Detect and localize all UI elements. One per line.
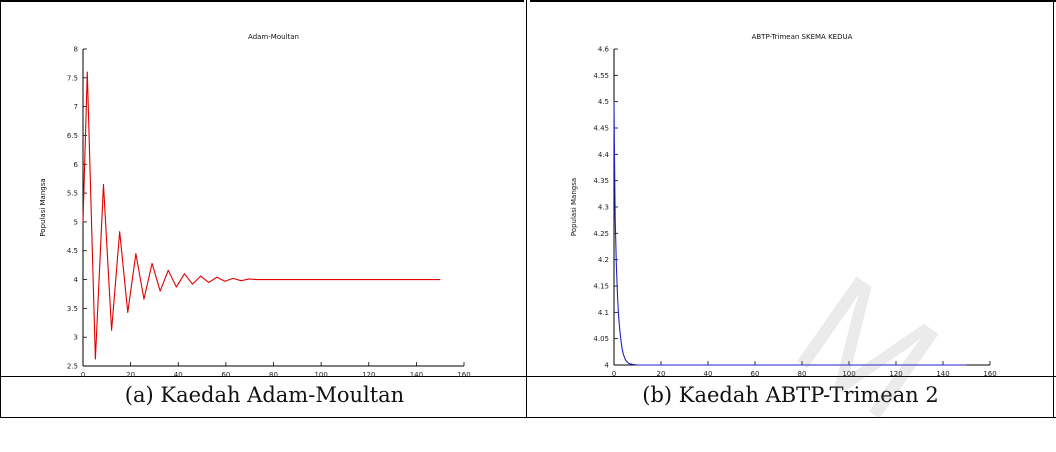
series-line bbox=[613, 101, 967, 366]
y-tick-label: 3 bbox=[74, 334, 78, 342]
y-tick-label: 4.55 bbox=[593, 72, 609, 80]
chart-abtp-trimean: ABTP-Trimean SKEMA KEDUAMasaPopulasi Man… bbox=[570, 33, 997, 378]
x-tick-label: 160 bbox=[457, 371, 470, 379]
frame-top-line-left bbox=[0, 0, 524, 2]
x-tick-label: 80 bbox=[798, 370, 807, 378]
y-tick-label: 4.15 bbox=[593, 283, 609, 291]
y-tick-label: 7.5 bbox=[67, 74, 78, 82]
x-tick-label: 60 bbox=[751, 370, 760, 378]
x-tick-label: 40 bbox=[174, 371, 183, 379]
y-tick-label: 4.35 bbox=[593, 177, 609, 185]
y-tick-label: 4 bbox=[74, 276, 79, 284]
figure-panel-b: ABTP-Trimean SKEMA KEDUAMasaPopulasi Man… bbox=[527, 0, 1054, 418]
x-tick-label: 120 bbox=[889, 370, 902, 378]
chart-title: Adam-Moultan bbox=[248, 33, 299, 41]
series-line bbox=[82, 71, 441, 360]
x-tick-label: 20 bbox=[657, 370, 666, 378]
y-tick-label: 4.05 bbox=[593, 335, 609, 343]
y-tick-label: 4.5 bbox=[67, 247, 78, 255]
x-tick-label: 140 bbox=[936, 370, 949, 378]
y-tick-label: 4.45 bbox=[593, 125, 609, 133]
y-tick-label: 7 bbox=[74, 103, 78, 111]
chart-title: ABTP-Trimean SKEMA KEDUA bbox=[752, 33, 853, 41]
x-tick-label: 0 bbox=[612, 370, 616, 378]
x-tick-label: 20 bbox=[126, 371, 135, 379]
y-tick-label: 8 bbox=[74, 46, 78, 54]
y-tick-label: 6 bbox=[74, 161, 79, 169]
y-tick-label: 3.5 bbox=[67, 305, 78, 313]
y-tick-label: 4 bbox=[605, 362, 610, 370]
y-axis-label: Populasi Mangsa bbox=[570, 178, 578, 236]
frame-top-line-right bbox=[530, 0, 1056, 2]
y-axis-label: Populasi Mangsa bbox=[39, 178, 47, 236]
y-tick-label: 4.1 bbox=[598, 309, 609, 317]
x-tick-label: 0 bbox=[81, 371, 85, 379]
y-tick-label: 5.5 bbox=[67, 190, 78, 198]
y-tick-label: 4.2 bbox=[598, 256, 609, 264]
caption-b: (b) Kaedah ABTP-Trimean 2 bbox=[642, 383, 939, 407]
y-tick-label: 5 bbox=[74, 218, 78, 226]
chart-adam-moultan: Adam-MoultanMasaPopulasi Mangsa020406080… bbox=[39, 33, 471, 379]
y-tick-label: 4.4 bbox=[598, 151, 610, 159]
x-tick-label: 120 bbox=[362, 371, 375, 379]
x-tick-label: 140 bbox=[410, 371, 423, 379]
x-tick-label: 80 bbox=[269, 371, 278, 379]
y-tick-label: 4.25 bbox=[593, 230, 609, 238]
y-tick-label: 4.6 bbox=[598, 46, 610, 54]
x-tick-label: 60 bbox=[221, 371, 230, 379]
x-tick-label: 100 bbox=[842, 370, 855, 378]
frame-divider-line bbox=[0, 376, 1056, 377]
x-tick-label: 100 bbox=[314, 371, 327, 379]
figure-panel-a: Adam-MoultanMasaPopulasi Mangsa020406080… bbox=[0, 0, 527, 418]
x-tick-label: 40 bbox=[704, 370, 713, 378]
y-tick-label: 4.5 bbox=[598, 98, 609, 106]
y-tick-label: 4.3 bbox=[598, 204, 609, 212]
y-tick-label: 2.5 bbox=[67, 363, 78, 371]
caption-a: (a) Kaedah Adam-Moultan bbox=[124, 383, 405, 407]
y-tick-label: 6.5 bbox=[67, 132, 78, 140]
x-tick-label: 160 bbox=[983, 370, 996, 378]
